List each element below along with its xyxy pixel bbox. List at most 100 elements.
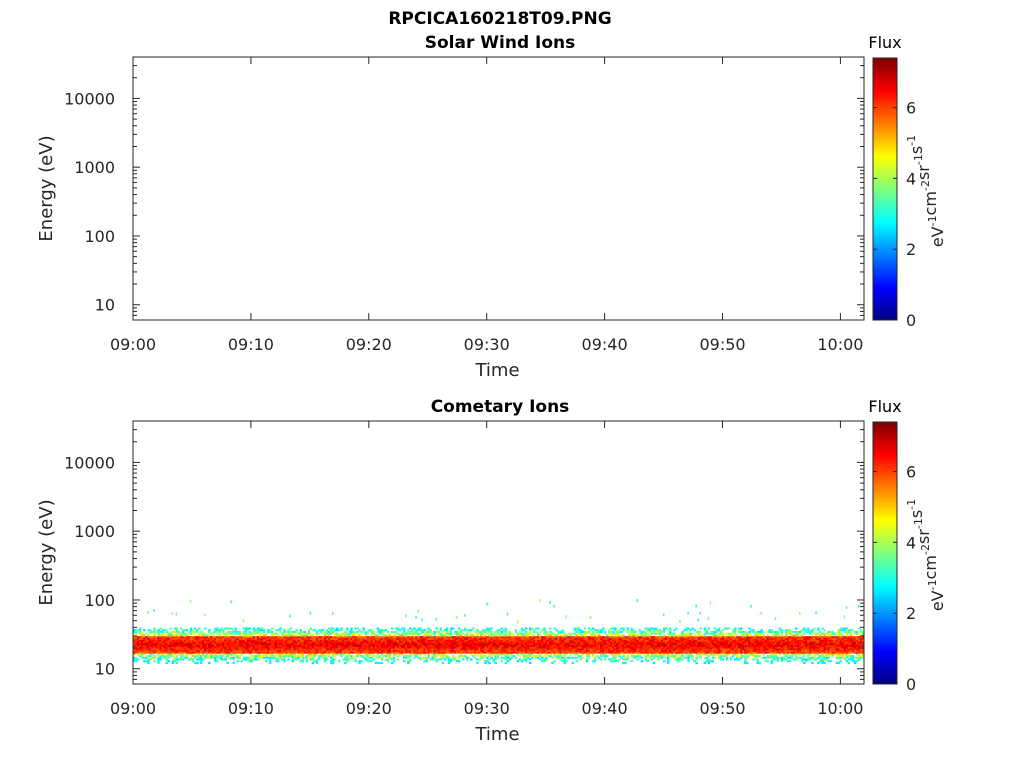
flux-cell: [431, 654, 434, 658]
flux-cell: [139, 654, 142, 658]
flux-cell: [616, 660, 619, 663]
flux-cell: [695, 646, 698, 649]
flux-cell: [610, 646, 613, 649]
flux-cell: [457, 642, 461, 646]
flux-cell: [732, 641, 735, 644]
flux-cell: [677, 651, 680, 654]
flux-cell: [346, 649, 349, 652]
flux-cell: [652, 630, 656, 634]
flux-cell: [585, 649, 589, 652]
flux-cell: [504, 651, 508, 654]
flux-cell: [648, 656, 652, 659]
flux-cell: [662, 646, 666, 649]
flux-cell: [498, 649, 501, 652]
flux-cell: [309, 646, 313, 649]
flux-cell: [171, 653, 175, 656]
flux-cell: [719, 649, 723, 652]
flux-cell: [537, 641, 540, 644]
x-tick-label: 09:00: [110, 335, 156, 354]
flux-cell: [602, 654, 605, 658]
flux-cell: [133, 632, 136, 635]
flux-cell: [593, 629, 597, 632]
flux-cell: [662, 630, 666, 634]
flux-cell: [281, 653, 284, 656]
flux-cell: [403, 627, 406, 630]
flux-cell: [537, 634, 540, 637]
flux-cell: [342, 637, 345, 640]
flux-cell: [549, 649, 552, 652]
flux-cell: [616, 648, 619, 651]
flux-cell: [175, 634, 179, 637]
flux-cell: [141, 636, 144, 639]
flux-cell: [577, 629, 581, 632]
flux-cell: [193, 656, 197, 659]
colorbar-step: [873, 213, 897, 216]
flux-cell: [289, 642, 292, 646]
flux-cell: [512, 639, 516, 642]
flux-cell: [486, 656, 489, 659]
flux-cell: [139, 627, 142, 630]
flux-cell: [409, 648, 412, 651]
flux-cell: [557, 649, 560, 652]
flux-cell: [403, 637, 406, 640]
flux-cell: [679, 658, 682, 661]
flux-cell: [632, 641, 635, 644]
flux-cell: [163, 636, 166, 639]
flux-cell: [153, 630, 156, 634]
flux-cell: [500, 660, 503, 663]
flux-cell: [204, 627, 207, 630]
flux-cell: [508, 641, 512, 644]
flux-cell: [159, 634, 162, 637]
flux-cell: [262, 651, 266, 654]
flux-cell: [547, 634, 550, 637]
flux-cell: [638, 637, 642, 640]
flux-cell: [553, 654, 556, 658]
flux-cell: [348, 646, 351, 649]
flux-cell: [689, 634, 692, 637]
flux-cell: [591, 634, 595, 637]
flux-cell: [486, 629, 489, 632]
flux-cell: [563, 651, 566, 654]
flux-cell: [736, 648, 739, 651]
flux-cell: [738, 641, 741, 644]
flux-cell: [157, 630, 160, 634]
flux-cell: [202, 632, 205, 635]
flux-cell: [264, 642, 268, 646]
flux-cell: [340, 636, 343, 639]
flux-cell: [459, 644, 463, 647]
flux-cell: [673, 651, 676, 654]
flux-cell: [504, 648, 508, 651]
flux-cell: [181, 646, 185, 649]
flux-cell: [197, 637, 201, 640]
flux-cell: [504, 653, 508, 656]
flux-cell: [145, 642, 148, 646]
flux-cell: [362, 656, 365, 659]
flux-cell: [240, 642, 244, 646]
colorbar-step: [873, 304, 897, 308]
flux-cell: [585, 632, 589, 635]
flux-cell: [679, 639, 682, 642]
flux-cell: [581, 656, 585, 659]
flux-cell: [547, 632, 550, 635]
flux-cell: [252, 646, 256, 649]
flux-cell: [707, 648, 711, 651]
flux-cell: [171, 646, 175, 649]
flux-cell: [512, 648, 516, 651]
flux-cell: [449, 637, 453, 640]
flux-cell: [549, 630, 552, 634]
flux-cell: [433, 644, 436, 647]
flux-cell: [441, 630, 445, 634]
flux-cell: [340, 644, 343, 647]
flux-cell: [721, 629, 725, 632]
flux-cell: [370, 636, 373, 639]
flux-cell: [376, 627, 380, 630]
flux-cell: [496, 632, 499, 635]
flux-cell: [494, 648, 497, 651]
flux-cell: [362, 636, 365, 639]
flux-cell: [350, 639, 353, 642]
flux-cell: [425, 651, 428, 654]
flux-cell: [705, 630, 709, 634]
flux-cell: [378, 654, 382, 658]
flux-cell: [508, 646, 512, 649]
flux-cell: [271, 637, 274, 640]
